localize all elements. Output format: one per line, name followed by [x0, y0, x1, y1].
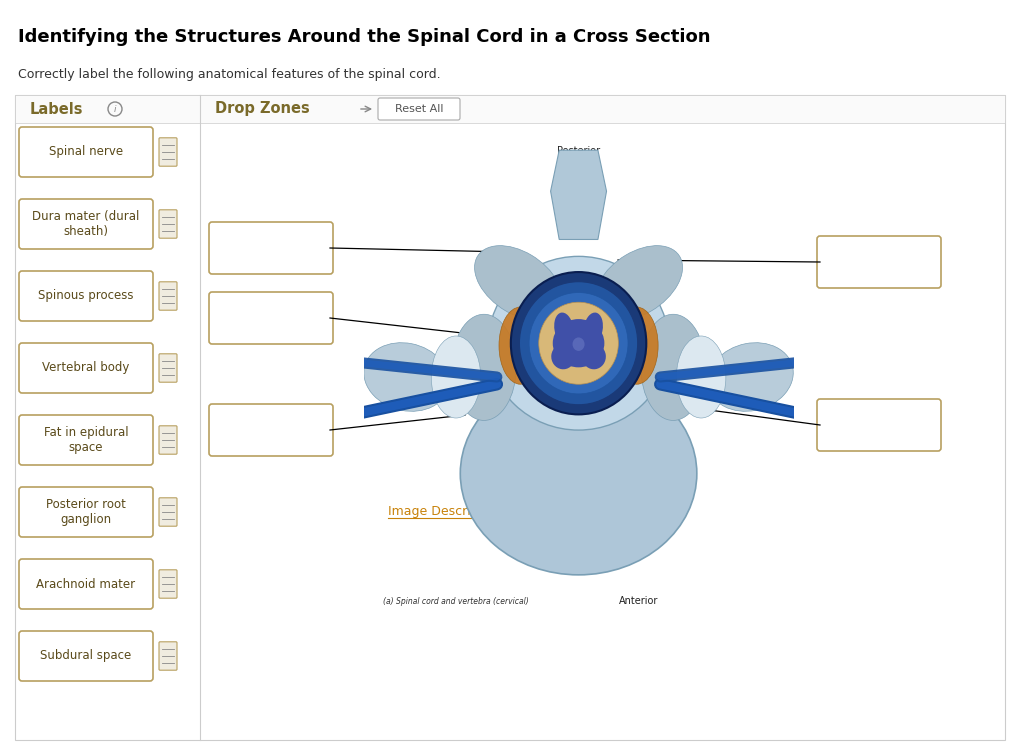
FancyBboxPatch shape [19, 127, 153, 177]
FancyBboxPatch shape [159, 642, 177, 670]
Ellipse shape [554, 313, 573, 345]
FancyBboxPatch shape [159, 426, 177, 454]
Ellipse shape [529, 293, 628, 394]
Text: Spinal nerve: Spinal nerve [49, 146, 123, 158]
Text: Posterior: Posterior [557, 146, 600, 156]
Ellipse shape [499, 307, 542, 385]
FancyBboxPatch shape [209, 292, 333, 344]
FancyBboxPatch shape [19, 559, 153, 609]
Text: Vertebral body: Vertebral body [42, 361, 130, 375]
Ellipse shape [474, 246, 562, 320]
Text: Reset All: Reset All [394, 104, 443, 114]
FancyBboxPatch shape [209, 404, 333, 456]
Text: Dura mater (dural
sheath): Dura mater (dural sheath) [33, 210, 139, 238]
Text: Arachnoid mater: Arachnoid mater [37, 578, 135, 590]
FancyBboxPatch shape [159, 354, 177, 382]
Text: Subdural space: Subdural space [40, 649, 132, 663]
FancyBboxPatch shape [209, 222, 333, 274]
Text: Labels: Labels [30, 102, 84, 117]
FancyBboxPatch shape [159, 210, 177, 238]
Ellipse shape [364, 343, 450, 411]
FancyBboxPatch shape [19, 271, 153, 321]
FancyBboxPatch shape [159, 138, 177, 166]
Ellipse shape [488, 256, 669, 430]
Ellipse shape [539, 302, 618, 385]
FancyBboxPatch shape [817, 236, 941, 288]
Text: Fat in epidural
space: Fat in epidural space [44, 426, 128, 454]
Ellipse shape [431, 336, 480, 418]
Ellipse shape [677, 336, 726, 418]
FancyBboxPatch shape [19, 415, 153, 465]
Ellipse shape [460, 372, 696, 575]
Ellipse shape [519, 282, 638, 405]
FancyBboxPatch shape [159, 282, 177, 310]
FancyBboxPatch shape [159, 570, 177, 598]
Ellipse shape [641, 314, 706, 421]
Text: Identifying the Structures Around the Spinal Cord in a Cross Section: Identifying the Structures Around the Sp… [18, 28, 711, 46]
Ellipse shape [584, 313, 603, 345]
Text: Drop Zones: Drop Zones [215, 102, 309, 117]
Circle shape [572, 338, 585, 351]
FancyBboxPatch shape [817, 399, 941, 451]
Bar [15, 95, 1005, 123]
FancyBboxPatch shape [378, 98, 460, 120]
Ellipse shape [553, 319, 604, 367]
Ellipse shape [708, 343, 794, 411]
Text: i: i [114, 105, 117, 114]
FancyBboxPatch shape [19, 343, 153, 393]
FancyBboxPatch shape [19, 631, 153, 681]
Text: Spinous process: Spinous process [38, 290, 134, 302]
Text: Posterior root
ganglion: Posterior root ganglion [46, 498, 126, 526]
Ellipse shape [583, 344, 606, 369]
Text: Image Description: Image Description [388, 505, 503, 518]
FancyBboxPatch shape [159, 498, 177, 526]
Ellipse shape [452, 314, 516, 421]
FancyBboxPatch shape [19, 487, 153, 537]
Text: Anterior: Anterior [620, 596, 658, 606]
Ellipse shape [511, 272, 646, 415]
FancyBboxPatch shape [19, 199, 153, 249]
Polygon shape [551, 150, 606, 240]
Ellipse shape [615, 307, 658, 385]
Text: Correctly label the following anatomical features of the spinal cord.: Correctly label the following anatomical… [18, 68, 440, 81]
Text: (a) Spinal cord and vertebra (cervical): (a) Spinal cord and vertebra (cervical) [383, 597, 528, 606]
Ellipse shape [551, 344, 574, 369]
Bar [15, 95, 1005, 740]
Ellipse shape [595, 246, 683, 320]
